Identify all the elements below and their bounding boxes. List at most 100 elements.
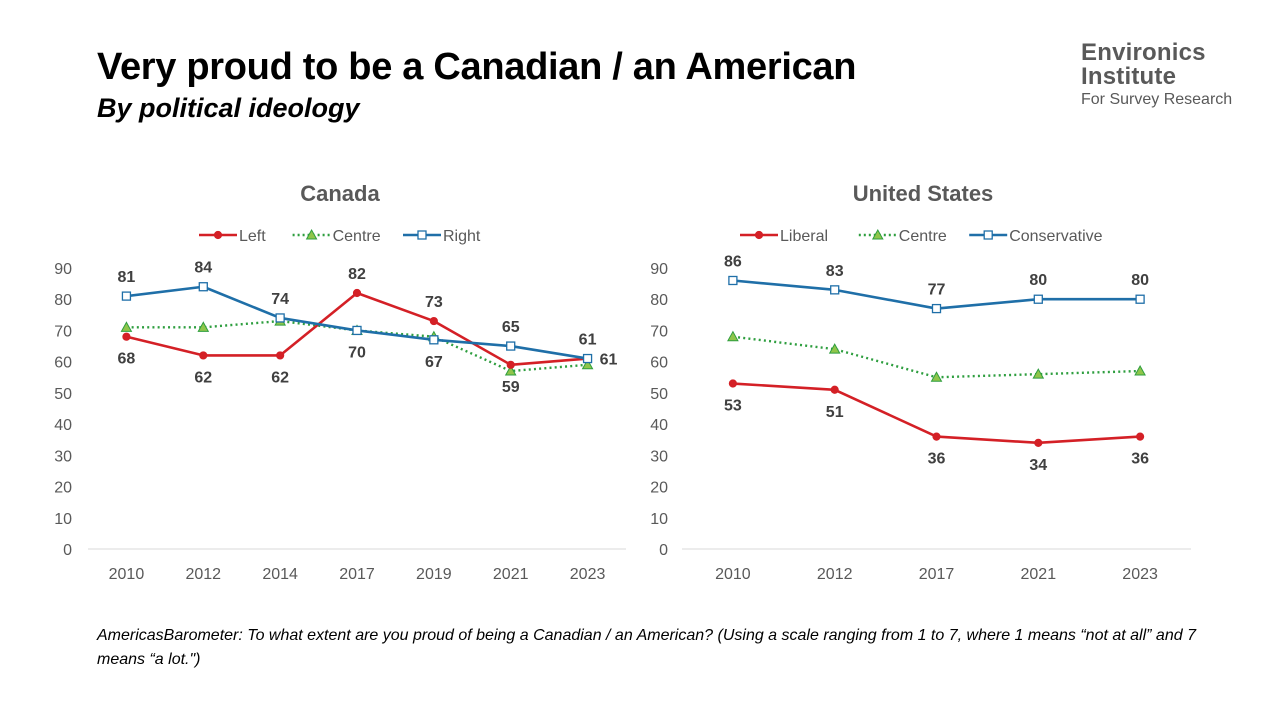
data-label: 77	[928, 282, 946, 299]
data-point	[504, 365, 517, 376]
data-point	[728, 275, 738, 286]
data-point	[506, 341, 516, 351]
data-point	[830, 285, 840, 295]
x-tick-label: 2014	[262, 566, 298, 583]
y-tick-label: 20	[54, 480, 72, 497]
legend-item-conservative: Conservative	[969, 228, 1103, 245]
data-point	[198, 282, 208, 292]
data-point	[506, 360, 515, 369]
data-point	[275, 313, 285, 323]
data-point	[930, 371, 943, 382]
data-label: 36	[1131, 451, 1149, 468]
y-tick-label: 0	[659, 542, 668, 559]
x-tick-label: 2019	[416, 566, 452, 583]
legend-item-centre: Centre	[292, 228, 381, 245]
y-tick-label: 60	[54, 355, 72, 372]
data-point	[352, 325, 362, 336]
logo-line-3: For Survey Research	[1081, 91, 1233, 108]
data-label: 73	[425, 294, 443, 311]
y-tick-label: 0	[63, 542, 72, 559]
legend-marker	[305, 228, 318, 240]
x-tick-label: 2017	[339, 566, 375, 583]
y-tick-label: 50	[650, 386, 668, 403]
data-point	[931, 303, 942, 314]
data-label: 34	[1029, 457, 1047, 474]
data-label: 36	[928, 451, 946, 468]
chart-title: Canada	[300, 181, 380, 206]
legend-marker	[417, 230, 427, 240]
data-point	[121, 291, 132, 301]
data-point	[581, 358, 594, 370]
x-tick-label: 2010	[715, 566, 751, 583]
x-tick-label: 2021	[493, 566, 529, 583]
data-label: 80	[1131, 272, 1149, 289]
series-left	[122, 288, 592, 369]
legend-marker	[871, 228, 884, 240]
data-label: 62	[194, 369, 212, 386]
y-tick-label: 80	[650, 292, 668, 309]
data-label: 86	[724, 253, 742, 270]
legend-label: Conservative	[1009, 228, 1102, 245]
data-point	[582, 353, 593, 364]
x-tick-label: 2012	[817, 566, 853, 583]
chart-legend: Liberal Centre Conservative	[740, 228, 1103, 245]
legend-marker	[754, 230, 764, 240]
data-point	[352, 288, 362, 298]
data-label: 51	[826, 404, 844, 421]
y-tick-label: 40	[650, 417, 668, 434]
footnote: AmericasBarometer: To what extent are yo…	[97, 627, 1196, 668]
y-tick-label: 60	[650, 355, 668, 372]
y-tick-label: 40	[54, 417, 72, 434]
legend-label: Liberal	[780, 228, 828, 245]
y-tick-label: 20	[650, 480, 668, 497]
data-label: 65	[502, 319, 520, 336]
data-point	[830, 385, 839, 394]
chart-canada: Canada 0 10 20 30 40 50 60 70 80 90 2010 2012 2014 201…	[54, 181, 626, 583]
legend-item-liberal: Liberal	[740, 228, 828, 245]
data-point	[1136, 432, 1145, 441]
data-point	[727, 330, 739, 342]
y-tick-label: 30	[54, 448, 72, 465]
legend-item-left: Left	[199, 228, 266, 245]
data-label: 70	[348, 344, 366, 361]
series-right	[121, 282, 593, 364]
logo-line-1: Environics	[1081, 39, 1206, 66]
chart-legend: Left Centre Right	[199, 228, 481, 245]
x-tick-label: 2023	[570, 566, 606, 583]
data-point	[199, 351, 208, 360]
data-point	[728, 379, 738, 388]
y-tick-label: 90	[650, 261, 668, 278]
data-point	[932, 432, 941, 441]
legend-label: Centre	[899, 228, 947, 245]
data-label: 67	[425, 354, 443, 371]
data-point	[276, 351, 285, 360]
data-point	[1033, 294, 1043, 304]
data-label: 81	[118, 269, 136, 286]
y-tick-label: 50	[54, 386, 72, 403]
legend-label: Left	[239, 228, 266, 245]
data-point	[120, 321, 133, 332]
series-conservative	[728, 275, 1145, 314]
page-title: Very proud to be a Canadian / an America…	[97, 46, 857, 88]
legend-item-right: Right	[403, 228, 481, 245]
data-label: 80	[1029, 272, 1047, 289]
x-tick-label: 2012	[185, 566, 221, 583]
data-point	[1134, 365, 1146, 376]
y-tick-label: 30	[650, 448, 668, 465]
data-point	[122, 332, 131, 341]
series-centre	[727, 330, 1146, 382]
chart-title: United States	[853, 181, 994, 206]
series-line	[732, 335, 1141, 379]
data-label: 61	[600, 352, 618, 369]
legend-label: Right	[443, 228, 481, 245]
x-tick-label: 2023	[1122, 566, 1158, 583]
data-label: 74	[271, 291, 289, 308]
logo-line-2: Institute	[1081, 63, 1177, 90]
page-subtitle: By political ideology	[97, 93, 360, 123]
data-label: 82	[348, 266, 366, 283]
legend-item-centre: Centre	[858, 228, 947, 245]
series-liberal	[728, 379, 1145, 447]
data-label: 68	[118, 351, 136, 368]
data-label: 59	[502, 379, 520, 396]
legend-marker	[213, 230, 223, 240]
